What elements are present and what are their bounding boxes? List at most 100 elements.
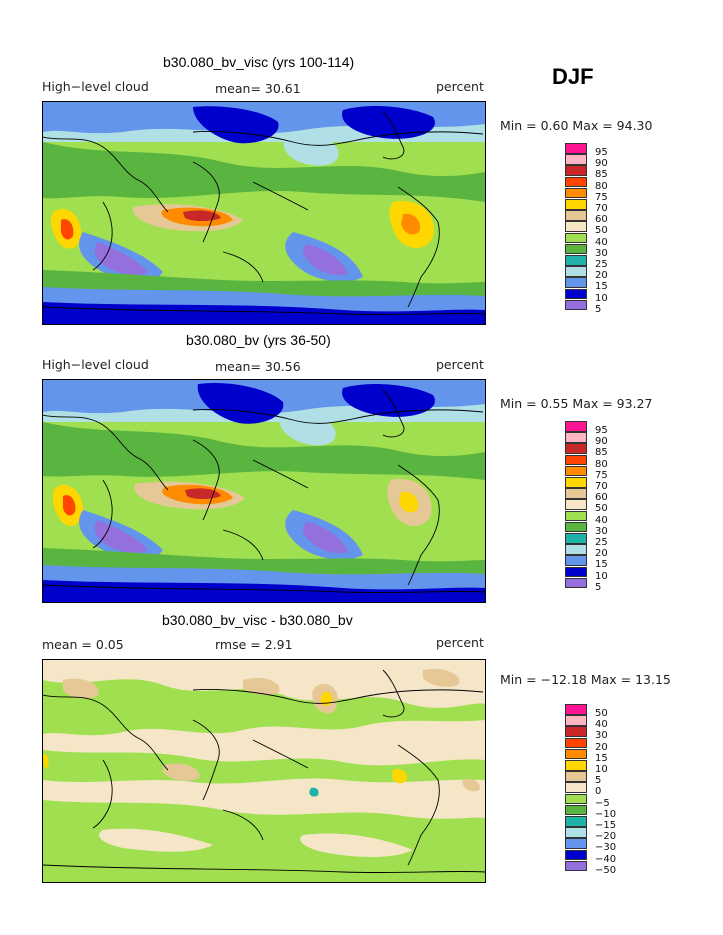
panel-1-title: b30.080_bv_visc (yrs 100-114) (163, 54, 355, 70)
colorbar-label: 25 (595, 259, 608, 270)
colorbar-label: 85 (595, 447, 608, 459)
panel-2-right-label: percent (436, 357, 484, 372)
colorbar-label: −20 (595, 831, 617, 843)
colorbar-swatch (565, 566, 587, 578)
panel-3-title: b30.080_bv_visc - b30.080_bv (162, 612, 353, 628)
colorbar-label: 50 (595, 225, 608, 237)
colorbar-swatch (565, 849, 587, 861)
colorbar-swatch (565, 510, 587, 522)
colorbar-label: −15 (595, 820, 617, 831)
colorbar-label: 15 (595, 752, 608, 764)
colorbar-swatch (565, 255, 587, 266)
colorbar-swatch (565, 266, 587, 277)
panel-3-map (42, 659, 486, 883)
panel-2-cloud-field (43, 380, 485, 602)
colorbar-label: 15 (595, 559, 608, 571)
colorbar-label: 90 (595, 158, 608, 170)
colorbar-label: 20 (595, 270, 608, 282)
colorbar-label: 50 (595, 503, 608, 515)
colorbar-swatch (565, 533, 587, 544)
colorbar-label: 75 (595, 191, 608, 203)
colorbar-swatch (565, 221, 587, 232)
colorbar-swatch (565, 176, 587, 188)
colorbar-swatch (565, 232, 587, 244)
colorbar-label: 60 (595, 214, 608, 226)
panel-3-difference-field (43, 660, 485, 882)
colorbar-swatch (565, 816, 587, 827)
colorbar-label: 5 (595, 303, 602, 315)
colorbar-label: 10 (595, 570, 608, 582)
colorbar-label: 20 (595, 741, 608, 753)
colorbar-label: 40 (595, 514, 608, 526)
colorbar-swatch (565, 154, 587, 165)
panel-3-left-label: mean = 0.05 (42, 637, 124, 652)
colorbar-swatch (565, 143, 587, 154)
panel-1-map (42, 101, 486, 325)
colorbar-label: 85 (595, 169, 608, 181)
colorbar-swatch (565, 288, 587, 300)
colorbar-label: 20 (595, 548, 608, 560)
colorbar-label: 0 (595, 786, 602, 798)
colorbar-swatch (565, 704, 587, 715)
colorbar-label: −5 (595, 797, 610, 809)
season-label: DJF (552, 64, 594, 89)
panel-3-center-label: rmse = 2.91 (215, 637, 293, 652)
colorbar-label: −30 (595, 842, 617, 854)
panel-2-range: Min = 0.55 Max = 93.27 (500, 396, 653, 411)
colorbar-swatch (565, 465, 587, 477)
colorbar-swatch (565, 477, 587, 488)
colorbar-swatch (565, 432, 587, 443)
colorbar-label: 95 (595, 147, 608, 158)
panel-1-cloud-field (43, 102, 485, 324)
colorbar-swatch (565, 555, 587, 566)
colorbar-label: 75 (595, 469, 608, 481)
colorbar-swatch (565, 726, 587, 737)
colorbar-label: 5 (595, 775, 602, 787)
colorbar-label: −50 (595, 864, 617, 876)
colorbar-swatch (565, 499, 587, 510)
colorbar-swatch (565, 838, 587, 849)
colorbar-swatch (565, 782, 587, 793)
colorbar-label: 80 (595, 180, 608, 192)
colorbar-label: −40 (595, 853, 617, 865)
colorbar-swatch (565, 793, 587, 805)
colorbar-label: 30 (595, 247, 608, 259)
panel-1-left-label: High−level cloud (42, 79, 149, 94)
panel-2-title: b30.080_bv (yrs 36-50) (186, 332, 331, 348)
colorbar-swatch (565, 277, 587, 288)
colorbar-swatch (565, 737, 587, 749)
colorbar-swatch (565, 443, 587, 454)
colorbar-label: 5 (595, 581, 602, 593)
colorbar-swatch (565, 421, 587, 432)
colorbar-label: 60 (595, 492, 608, 504)
colorbar-label: 30 (595, 525, 608, 537)
colorbar-label: 95 (595, 425, 608, 436)
colorbar-swatch (565, 187, 587, 199)
colorbar-label: 50 (595, 708, 608, 719)
colorbar-label: 15 (595, 281, 608, 293)
panel-1-range: Min = 0.60 Max = 94.30 (500, 118, 653, 133)
colorbar-label: 40 (595, 236, 608, 248)
colorbar-swatch (565, 748, 587, 760)
colorbar-swatch (565, 860, 587, 872)
colorbar-label: 40 (595, 719, 608, 731)
colorbar-swatch (565, 804, 587, 816)
colorbar-label: 70 (595, 203, 608, 214)
colorbar-label: 30 (595, 730, 608, 742)
panel-1-right-label: percent (436, 79, 484, 94)
colorbar-swatch (565, 577, 587, 589)
colorbar-swatch (565, 454, 587, 466)
colorbar-swatch (565, 715, 587, 726)
colorbar-label: −10 (595, 808, 617, 820)
panel-2-map (42, 379, 486, 603)
panel-3-range: Min = −12.18 Max = 13.15 (500, 672, 671, 687)
colorbar-label: 90 (595, 436, 608, 448)
colorbar-swatch (565, 210, 587, 221)
colorbar-label: 10 (595, 292, 608, 304)
panel-2-center-label: mean= 30.56 (215, 359, 301, 374)
colorbar-swatch (565, 165, 587, 176)
panel-3-right-label: percent (436, 635, 484, 650)
colorbar-label: 10 (595, 764, 608, 775)
colorbar-swatch (565, 544, 587, 555)
colorbar-swatch (565, 243, 587, 255)
